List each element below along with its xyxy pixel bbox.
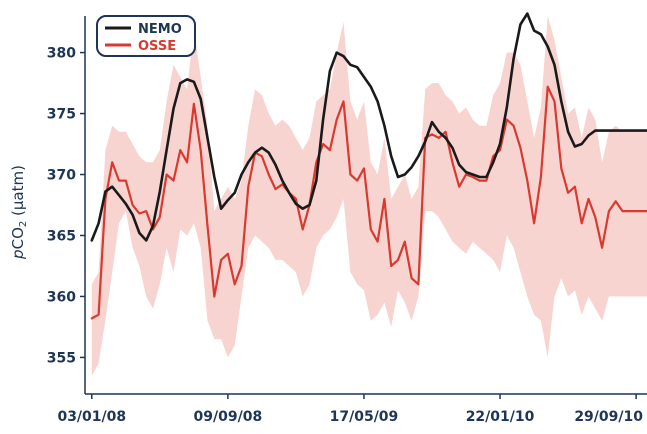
series-line-nemo <box>90 12 647 242</box>
y-tick-label: 375 <box>47 107 76 123</box>
series-line-osse <box>90 85 647 320</box>
x-tick-label: 29/09/10 <box>574 409 643 425</box>
axes-layer <box>84 16 647 395</box>
legend-label-nemo: NEMO <box>138 22 182 37</box>
x-tick-label: 22/01/10 <box>466 409 535 425</box>
legend: NEMO OSSE <box>96 15 196 57</box>
y-ticks: 355 360 365 370 375 380 <box>47 46 85 366</box>
osse-uncertainty-band-layer <box>91 16 647 376</box>
legend-label-osse: OSSE <box>138 39 176 54</box>
y-tick-label: 365 <box>47 228 76 244</box>
x-tick-label: 09/09/08 <box>194 409 263 425</box>
x-ticks: 03/01/08 09/09/08 17/05/09 22/01/10 29/09/10 <box>57 394 643 425</box>
y-tick-label: 370 <box>47 168 76 184</box>
y-tick-label: 355 <box>47 350 76 366</box>
y-tick-label: 360 <box>47 289 76 305</box>
y-axis-title: pCO2 (µatm) <box>9 165 29 260</box>
y-tick-label: 380 <box>47 46 76 62</box>
x-tick-label: 17/05/09 <box>330 409 399 425</box>
osse-uncertainty-band <box>91 16 647 376</box>
series-lines-layer <box>90 12 647 320</box>
x-tick-label: 03/01/08 <box>57 409 126 425</box>
